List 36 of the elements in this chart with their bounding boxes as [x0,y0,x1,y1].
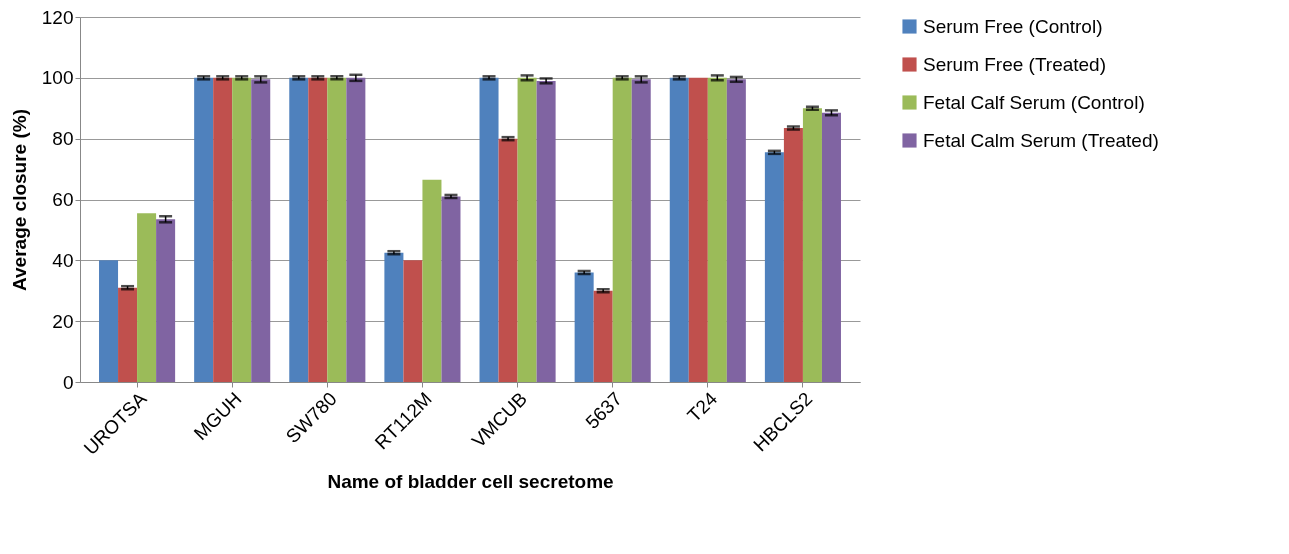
y-tick-label: 120 [41,6,74,28]
bar [99,260,119,382]
bar [289,77,309,382]
bar [194,77,214,382]
bar [118,287,138,382]
bar [137,213,157,382]
legend-label: Serum Free (Control) [923,15,1103,37]
y-tick-label: 40 [52,249,74,271]
x-tick-label: T24 [683,387,722,427]
bar [498,138,518,382]
x-axis-title: Name of bladder cell secretome [327,470,614,492]
bar [327,77,347,382]
bar [612,77,632,382]
bar [783,128,803,382]
y-axis-title: Average closure (%) [8,109,30,291]
bar [688,77,708,382]
bar [232,77,252,382]
bar [669,77,689,382]
bar [479,77,499,382]
bar [213,77,233,382]
y-tick-label: 0 [62,371,74,393]
legend-label: Fetal Calm Serum (Treated) [923,129,1159,151]
bar [764,152,784,382]
bar [308,77,328,382]
bar [422,179,442,382]
legend-label: Fetal Calf Serum (Control) [923,91,1145,113]
bar [441,196,461,382]
legend-label: Serum Free (Treated) [923,53,1107,75]
bar [593,290,613,382]
y-tick-label: 20 [52,310,74,332]
bar [403,260,423,382]
bar [574,272,594,382]
y-tick-label: 60 [52,189,74,210]
y-tick-label: 80 [52,128,74,150]
bar [384,252,404,382]
y-tick-label: 100 [41,67,74,89]
